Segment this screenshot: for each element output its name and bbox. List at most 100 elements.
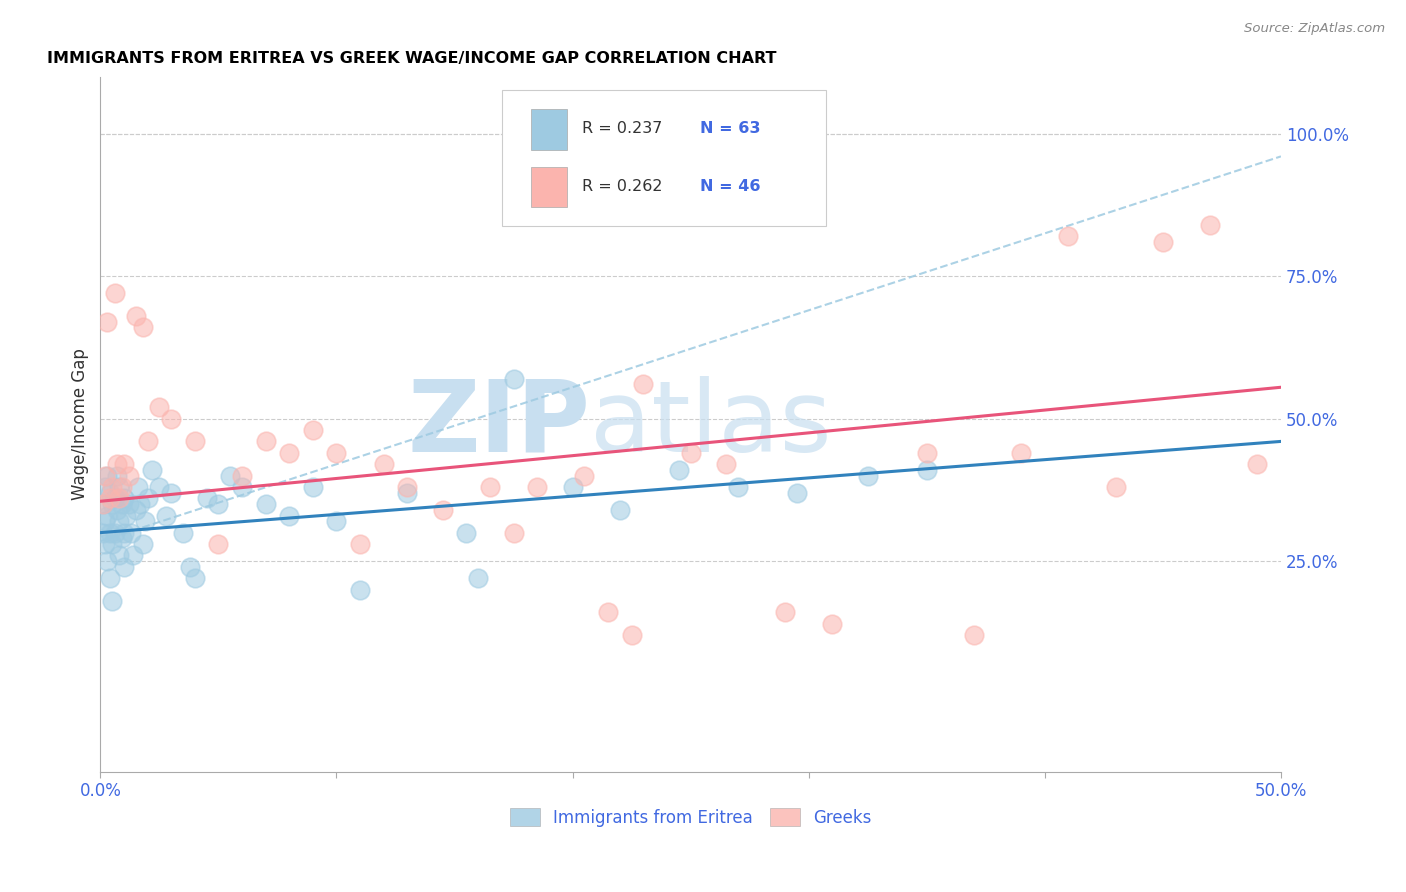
Point — [108, 514, 131, 528]
Point — [129, 497, 152, 511]
Point — [98, 525, 121, 540]
Point — [155, 508, 177, 523]
Point — [103, 491, 125, 506]
Point — [1010, 446, 1032, 460]
Text: N = 63: N = 63 — [700, 121, 761, 136]
Point — [1246, 457, 1268, 471]
Point — [596, 606, 619, 620]
Point — [112, 491, 135, 506]
Point — [91, 497, 114, 511]
Point — [101, 497, 124, 511]
Point — [396, 485, 419, 500]
Point — [105, 503, 128, 517]
Point — [231, 468, 253, 483]
Point — [91, 525, 114, 540]
Point — [207, 537, 229, 551]
Point — [101, 480, 124, 494]
Point — [254, 497, 277, 511]
Point — [96, 315, 118, 329]
Point — [207, 497, 229, 511]
Point — [302, 423, 325, 437]
Point — [94, 468, 117, 483]
Point — [118, 468, 141, 483]
FancyBboxPatch shape — [531, 109, 567, 150]
Point — [91, 497, 114, 511]
Point — [110, 480, 132, 494]
Point — [915, 446, 938, 460]
Point — [141, 463, 163, 477]
Point — [502, 372, 524, 386]
Point — [184, 571, 207, 585]
Point — [112, 457, 135, 471]
Point — [526, 480, 548, 494]
Point — [679, 446, 702, 460]
Text: R = 0.262: R = 0.262 — [582, 179, 662, 194]
Text: ZIP: ZIP — [408, 376, 591, 473]
Point — [96, 508, 118, 523]
Point — [136, 491, 159, 506]
Point — [134, 514, 156, 528]
Text: IMMIGRANTS FROM ERITREA VS GREEK WAGE/INCOME GAP CORRELATION CHART: IMMIGRANTS FROM ERITREA VS GREEK WAGE/IN… — [48, 51, 776, 66]
Point — [609, 503, 631, 517]
Point — [467, 571, 489, 585]
Point — [278, 446, 301, 460]
Point — [856, 468, 879, 483]
Point — [1199, 218, 1222, 232]
Point — [132, 320, 155, 334]
Point — [184, 434, 207, 449]
Text: N = 46: N = 46 — [700, 179, 761, 194]
FancyBboxPatch shape — [502, 90, 827, 226]
Point — [98, 485, 121, 500]
Point — [108, 549, 131, 563]
Point — [98, 571, 121, 585]
Point — [96, 554, 118, 568]
Text: R = 0.237: R = 0.237 — [582, 121, 662, 136]
FancyBboxPatch shape — [531, 167, 567, 207]
Point — [160, 411, 183, 425]
Point — [620, 628, 643, 642]
Point — [302, 480, 325, 494]
Point — [108, 480, 131, 494]
Point — [103, 286, 125, 301]
Point — [349, 537, 371, 551]
Point — [148, 401, 170, 415]
Point — [105, 457, 128, 471]
Point — [574, 468, 596, 483]
Point — [112, 559, 135, 574]
Point — [101, 594, 124, 608]
Point — [456, 525, 478, 540]
Point — [561, 480, 583, 494]
Point — [105, 468, 128, 483]
Point — [120, 525, 142, 540]
Point — [127, 480, 149, 494]
Y-axis label: Wage/Income Gap: Wage/Income Gap — [72, 349, 89, 500]
Point — [432, 503, 454, 517]
Point — [478, 480, 501, 494]
Point — [773, 606, 796, 620]
Point — [179, 559, 201, 574]
Point — [1057, 229, 1080, 244]
Point — [94, 537, 117, 551]
Point — [633, 377, 655, 392]
Point — [349, 582, 371, 597]
Point — [112, 525, 135, 540]
Point — [821, 616, 844, 631]
Point — [132, 537, 155, 551]
Point — [325, 514, 347, 528]
Point — [125, 503, 148, 517]
Point — [122, 549, 145, 563]
Point — [231, 480, 253, 494]
Point — [118, 497, 141, 511]
Text: Source: ZipAtlas.com: Source: ZipAtlas.com — [1244, 22, 1385, 36]
Point — [373, 457, 395, 471]
Point — [160, 485, 183, 500]
Point — [115, 508, 138, 523]
Point — [396, 480, 419, 494]
Point — [148, 480, 170, 494]
Point — [963, 628, 986, 642]
Point — [714, 457, 737, 471]
Point — [1105, 480, 1128, 494]
Point — [172, 525, 194, 540]
Point — [98, 491, 121, 506]
Point — [668, 463, 690, 477]
